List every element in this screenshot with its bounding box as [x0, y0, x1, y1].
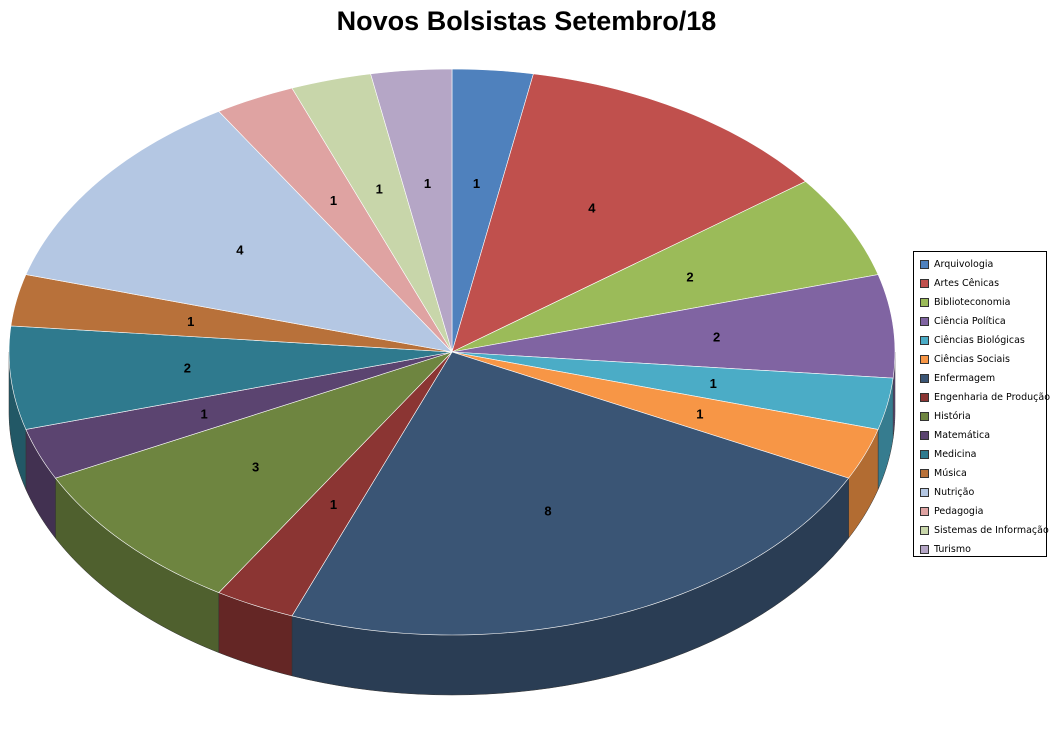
data-label-arquivologia: 1 [473, 176, 480, 191]
pie-slice-matematica [25, 351, 453, 479]
legend-swatch [920, 412, 929, 421]
data-label-ciencias-sociais: 1 [696, 406, 703, 421]
legend-label: História [934, 411, 971, 422]
legend-swatch [920, 260, 929, 269]
data-label-sistemas-de-informacao: 1 [376, 182, 383, 197]
pie-slice-ciencias-sociais [451, 351, 879, 479]
legend-item: Medicina [920, 445, 1046, 464]
legend-label: Ciência Política [934, 316, 1006, 327]
legend-item: Turismo [920, 540, 1046, 559]
legend-label: Sistemas de Informação [934, 525, 1049, 536]
legend-item: Pedagogia [920, 502, 1046, 521]
legend-swatch [920, 469, 929, 478]
legend-label: Ciências Biológicas [934, 335, 1025, 346]
legend-label: Turismo [934, 544, 971, 555]
data-label-ciencia-politica: 2 [713, 329, 720, 344]
legend-swatch [920, 279, 929, 288]
data-label-pedagogia: 1 [330, 193, 337, 208]
data-label-matematica: 1 [201, 406, 208, 421]
legend-swatch [920, 374, 929, 383]
legend-label: Nutrição [934, 487, 975, 498]
legend-label: Enfermagem [934, 373, 996, 384]
legend-label: Engenharia de Produção [934, 392, 1051, 403]
legend-swatch [920, 450, 929, 459]
legend-item: Artes Cênicas [920, 274, 1046, 293]
legend-swatch [920, 355, 929, 364]
chart-title: Novos Bolsistas Setembro/18 [336, 6, 717, 36]
legend: Arquivologia Artes Cênicas Biblioteconomia… [913, 251, 1050, 559]
legend-swatch [920, 526, 929, 535]
legend-label: Biblioteconomia [934, 297, 1011, 308]
pie-slice-arquivologia [451, 68, 534, 353]
legend-item: Ciência Política [920, 312, 1046, 331]
legend-item: Matemática [920, 426, 1046, 445]
legend-swatch [920, 507, 929, 516]
pie-slice-medicina [8, 325, 453, 430]
legend-swatch [920, 317, 929, 326]
legend-swatch [920, 298, 929, 307]
pie-slice-pedagogia [218, 87, 453, 353]
legend-label: Artes Cênicas [934, 278, 1000, 289]
legend-item: História [920, 407, 1046, 426]
data-label-enfermagem: 8 [544, 503, 551, 518]
data-label-turismo: 1 [424, 176, 431, 191]
data-label-biblioteconomia: 2 [686, 269, 693, 284]
pie-slice-artes-cenicas [451, 73, 807, 353]
legend-swatch [920, 545, 929, 554]
pie-tops [8, 68, 896, 636]
legend-item: Ciências Sociais [920, 350, 1046, 369]
legend-item: Música [920, 464, 1046, 483]
pie-sides [8, 351, 896, 696]
pie-slice-historia [54, 351, 453, 593]
data-label-musica: 1 [187, 314, 194, 329]
legend-swatch [920, 488, 929, 497]
legend-label: Matemática [934, 430, 991, 441]
pie-slice-ciencias-biologicas [451, 351, 894, 430]
pie-slice-musica [10, 274, 453, 353]
pie-slice-nutricao [25, 111, 453, 353]
data-label-nutricao: 4 [236, 243, 244, 258]
pie-slice-turismo [370, 68, 453, 353]
pie-slice-sistemas-de-informacao [291, 73, 453, 353]
legend-item: Arquivologia [920, 255, 1046, 274]
legend-item: Biblioteconomia [920, 293, 1046, 312]
pie-slice-engenharia-de-producao [218, 351, 453, 617]
legend-swatch [920, 336, 929, 345]
pie-slice-enfermagem [291, 351, 850, 636]
legend-item: Ciências Biológicas [920, 331, 1046, 350]
data-label-engenharia-de-producao: 1 [330, 497, 337, 512]
data-label-historia: 3 [252, 459, 259, 474]
pie-slice-biblioteconomia [451, 181, 879, 353]
legend-label: Pedagogia [934, 506, 984, 517]
legend-item: Sistemas de Informação [920, 521, 1049, 540]
legend-label: Ciências Sociais [934, 354, 1010, 365]
legend-label: Música [934, 468, 967, 479]
data-label-artes-cenicas: 4 [588, 201, 596, 216]
legend-item: Enfermagem [920, 369, 1046, 388]
legend-item: Engenharia de Produção [920, 388, 1050, 407]
legend-label: Medicina [934, 449, 977, 460]
legend-swatch [920, 431, 929, 440]
legend-label: Arquivologia [934, 259, 994, 270]
data-label-medicina: 2 [184, 361, 191, 376]
pie-slice-ciencia-politica [451, 274, 896, 379]
data-label-ciencias-biologicas: 1 [710, 376, 717, 391]
legend-item: Nutrição [920, 483, 1046, 502]
legend-swatch [920, 393, 929, 402]
